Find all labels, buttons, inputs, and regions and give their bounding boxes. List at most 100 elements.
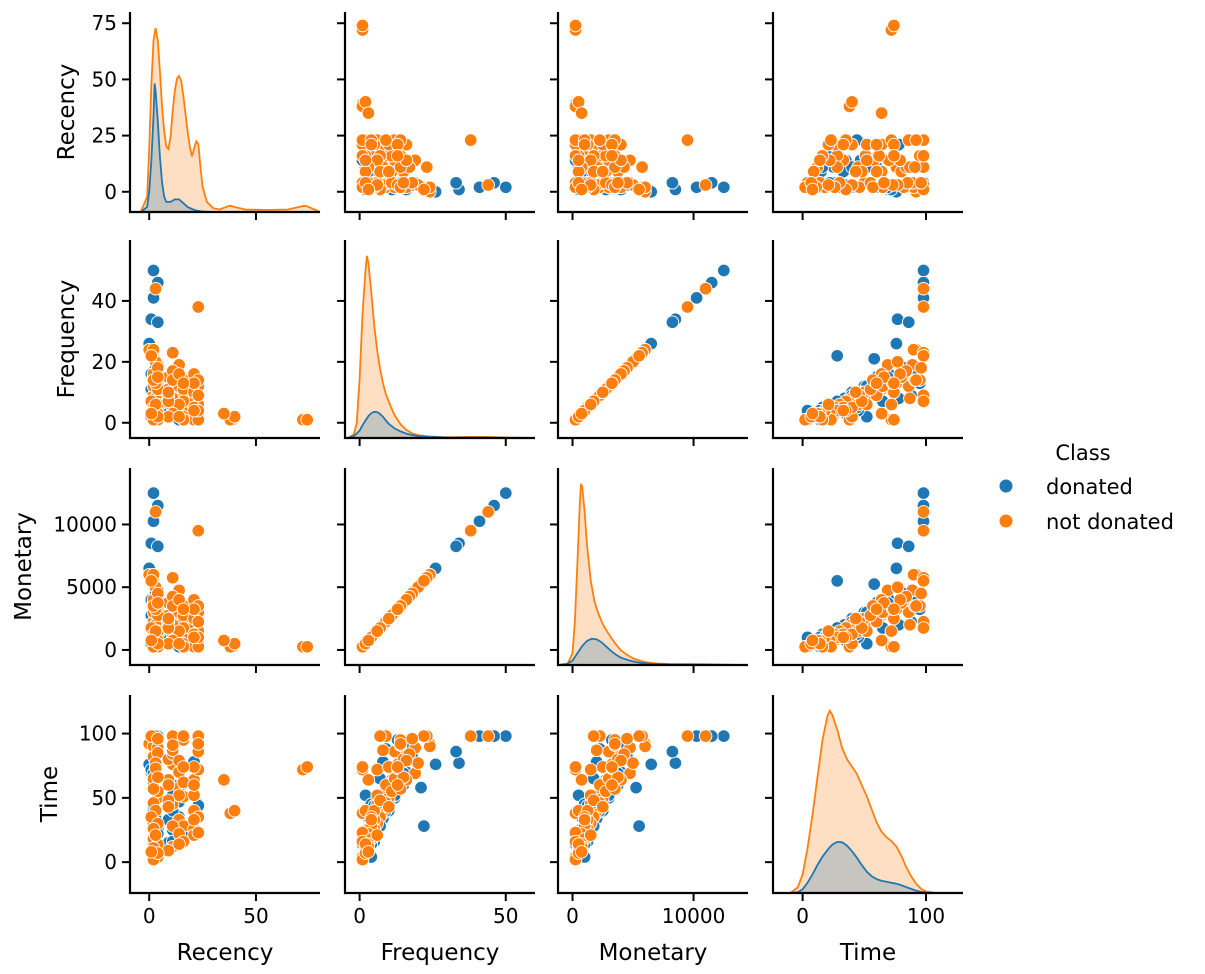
x-tick-label-time: 0 (796, 904, 809, 928)
scatter-point-donated (632, 819, 646, 833)
scatter-point-not-donated (632, 182, 646, 197)
scatter-point-not-donated (632, 349, 646, 363)
scatter-point-not-donated (370, 762, 384, 777)
scatter-point-not-donated (172, 837, 186, 851)
y-axis-title-monetary: Monetary (11, 512, 37, 621)
scatter-point-not-donated (680, 729, 695, 743)
scatter-point-donated (151, 315, 165, 329)
panel-recency-vs-frequency (337, 12, 535, 220)
scatter-point-not-donated (361, 106, 376, 120)
scatter-point-not-donated (916, 300, 931, 314)
scatter-point-not-donated (583, 762, 598, 777)
x-axis-title-recency: Recency (177, 940, 274, 966)
scatter-point-not-donated (300, 760, 314, 774)
scatter-point-not-donated (874, 633, 889, 648)
x-tick-label-monetary: 10000 (662, 904, 726, 928)
scatter-point-not-donated (821, 178, 836, 192)
scatter-point-not-donated (611, 176, 625, 190)
scatter-point-not-donated (806, 164, 821, 179)
scatter-point-not-donated (370, 828, 384, 842)
scatter-point-not-donated (805, 633, 820, 648)
scatter-point-not-donated (908, 160, 922, 174)
scatter-point-not-donated (605, 376, 619, 390)
scatter-point-not-donated (680, 133, 695, 147)
scatter-point-not-donated (396, 176, 411, 190)
scatter-point-not-donated (379, 133, 393, 147)
scatter-point-not-donated (874, 106, 889, 120)
y-tick-label-monetary: 0 (104, 638, 117, 662)
scatter-point-not-donated (887, 640, 901, 654)
scatter-point-not-donated (821, 397, 836, 412)
scatter-point-not-donated (574, 845, 589, 859)
scatter-point-not-donated (151, 731, 165, 746)
scatter-point-not-donated (824, 133, 838, 147)
panel-recency-vs-time (765, 12, 963, 220)
x-axis-title-monetary: Monetary (599, 940, 708, 966)
scatter-point-donated (428, 757, 443, 772)
x-tick-label-frequency: 50 (493, 904, 518, 928)
scatter-point-not-donated (191, 614, 206, 629)
scatter-point-not-donated (571, 153, 586, 168)
scatter-point-not-donated (364, 137, 379, 152)
scatter-point-donated (499, 180, 513, 195)
scatter-point-not-donated (869, 137, 884, 152)
scatter-point-not-donated (481, 729, 495, 743)
scatter-point-not-donated (813, 153, 827, 168)
scatter-point-not-donated (848, 385, 863, 400)
scatter-point-donated (916, 263, 931, 278)
scatter-point-not-donated (217, 633, 231, 648)
scatter-point-not-donated (583, 828, 598, 842)
scatter-point-not-donated (361, 182, 376, 197)
scatter-point-donated (629, 780, 643, 795)
y-tick-label-recency: 0 (104, 180, 117, 204)
scatter-point-not-donated (165, 345, 180, 360)
scatter-point-not-donated (417, 182, 431, 197)
panel-time-vs-monetary: 0 10000 (550, 695, 748, 928)
scatter-point-not-donated (417, 574, 431, 588)
scatter-point-not-donated (420, 160, 434, 174)
y-tick-label-monetary: 10000 (53, 512, 117, 536)
scatter-point-not-donated (161, 800, 176, 814)
scatter-point-not-donated (586, 729, 601, 743)
legend: Class donated not donated (999, 441, 1174, 534)
scatter-point-donated (449, 744, 463, 759)
scatter-point-not-donated (191, 737, 206, 751)
kde-line-donated (773, 840, 963, 894)
scatter-point-not-donated (577, 137, 592, 152)
scatter-point-donated (452, 756, 466, 770)
scatter-point-not-donated (635, 160, 649, 174)
scatter-point-not-donated (698, 281, 713, 296)
scatter-point-not-donated (605, 778, 619, 792)
panel-monetary-vs-time (765, 468, 963, 673)
y-tick-label-recency: 75 (92, 11, 117, 35)
scatter-point-not-donated (355, 760, 370, 774)
y-tick-label-monetary: 5000 (66, 575, 117, 599)
scatter-point-donated (717, 180, 731, 195)
scatter-point-not-donated (390, 149, 405, 163)
scatter-point-not-donated (574, 106, 589, 120)
scatter-point-not-donated (376, 743, 390, 758)
scatter-point-not-donated (583, 397, 598, 412)
panel-time-vs-frequency: 0 50 (337, 695, 535, 928)
scatter-point-not-donated (390, 760, 405, 774)
scatter-point-not-donated (393, 737, 408, 751)
scatter-point-not-donated (148, 828, 163, 842)
scatter-point-not-donated (382, 164, 396, 179)
scatter-point-not-donated (151, 770, 165, 785)
scatter-point-not-donated (364, 812, 379, 827)
scatter-point-not-donated (187, 403, 201, 418)
y-tick-label-frequency: 20 (92, 350, 117, 374)
scatter-point-not-donated (909, 373, 923, 387)
scatter-point-not-donated (165, 738, 180, 752)
scatter-point-not-donated (148, 281, 163, 296)
scatter-point-not-donated (355, 18, 370, 33)
scatter-point-not-donated (390, 778, 405, 792)
scatter-point-not-donated (608, 737, 622, 751)
scatter-point-not-donated (172, 636, 186, 651)
x-tick-label-recency: 50 (243, 904, 268, 928)
panel-frequency-vs-recency: 0 20 40 (92, 240, 320, 446)
scatter-point-not-donated (605, 149, 619, 163)
scatter-point-not-donated (869, 376, 884, 390)
scatter-point-not-donated (914, 361, 928, 375)
panel-monetary-vs-recency: 0 5000 10000 (53, 468, 320, 673)
